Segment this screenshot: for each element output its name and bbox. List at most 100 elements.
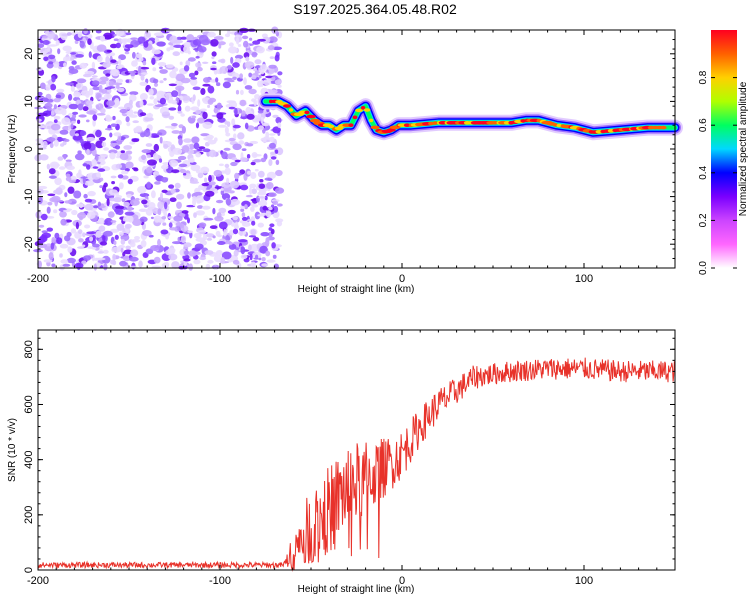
noise-speckle (187, 230, 194, 234)
noise-speckle (63, 62, 67, 68)
noise-speckle (170, 188, 176, 194)
noise-speckle (114, 208, 122, 213)
x-tick-label: -200 (27, 273, 49, 285)
noise-speckle (150, 216, 154, 220)
noise-speckle (206, 237, 213, 241)
noise-speckle (37, 43, 45, 48)
noise-speckle (146, 166, 153, 174)
noise-speckle (37, 197, 43, 204)
noise-speckle (275, 169, 283, 177)
noise-speckle (270, 151, 276, 155)
noise-speckle (260, 212, 268, 216)
noise-speckle (244, 85, 253, 90)
noise-speckle (64, 192, 68, 198)
noise-speckle (232, 76, 237, 81)
noise-speckle (245, 56, 250, 62)
noise-speckle (77, 31, 83, 38)
noise-speckle (70, 52, 77, 55)
y-tick-label: 10 (23, 95, 35, 107)
colorbar: 0.0 0.2 0.4 0.6 0.8 Normalized spectral ampl… (698, 30, 749, 275)
noise-speckle (239, 109, 242, 114)
ridge-peak (283, 104, 291, 108)
noise-speckle (221, 151, 228, 160)
noise-speckle (265, 131, 270, 138)
noise-speckle (91, 80, 100, 86)
noise-speckle (43, 259, 53, 263)
noise-speckle (61, 108, 67, 116)
noise-speckle (78, 169, 82, 175)
noise-speckle (75, 221, 79, 230)
noise-speckle (48, 175, 57, 179)
noise-speckle (79, 138, 84, 144)
noise-speckle (197, 67, 203, 72)
noise-speckle (86, 110, 97, 115)
ridge-peak (369, 118, 374, 123)
noise-speckle (111, 246, 121, 253)
noise-speckle (123, 145, 133, 150)
noise-speckle (181, 95, 191, 101)
noise-speckle (193, 232, 202, 239)
noise-speckle (107, 211, 115, 218)
noise-speckle (192, 198, 197, 207)
noise-speckle (183, 65, 190, 72)
noise-speckle (181, 210, 189, 214)
noise-speckle (270, 156, 277, 160)
noise-speckle (225, 104, 233, 108)
noise-speckle (239, 157, 248, 163)
noise-speckle (197, 205, 203, 209)
noise-speckle (46, 163, 51, 170)
noise-speckle (254, 59, 262, 65)
x-tick-label: 0 (399, 575, 405, 587)
noise-speckle (195, 109, 202, 115)
noise-speckle (163, 143, 169, 149)
noise-speckle (51, 75, 56, 83)
noise-speckle (187, 57, 196, 62)
noise-speckle (95, 230, 102, 238)
noise-speckle (77, 229, 83, 235)
noise-speckle (187, 217, 190, 224)
noise-speckle (149, 96, 155, 100)
noise-speckle (96, 55, 103, 63)
noise-speckle (120, 239, 126, 245)
noise-speckle (46, 137, 56, 142)
noise-speckle (50, 123, 61, 131)
noise-speckle (224, 126, 229, 134)
noise-speckle (37, 185, 48, 190)
noise-speckle (60, 218, 67, 226)
noise-speckle (274, 149, 279, 154)
noise-speckle (193, 259, 201, 265)
noise-speckle (65, 173, 71, 178)
noise-speckle (181, 126, 186, 134)
noise-speckle (56, 88, 65, 93)
noise-speckle (51, 195, 61, 202)
noise-speckle (186, 204, 196, 208)
noise-speckle (207, 259, 214, 264)
noise-speckle (214, 215, 224, 222)
noise-speckle (89, 236, 94, 242)
noise-speckle (139, 100, 144, 108)
noise-speckle (196, 200, 201, 204)
noise-speckle (48, 252, 54, 261)
x-tick-label: 100 (575, 273, 593, 285)
noise-speckle (240, 89, 244, 96)
noise-speckle (67, 246, 73, 253)
noise-speckle (252, 237, 260, 242)
noise-speckle (171, 90, 179, 98)
noise-speckle (216, 82, 221, 87)
noise-speckle (235, 34, 242, 38)
noise-speckle (237, 44, 242, 47)
noise-speckle (109, 189, 118, 196)
noise-speckle (268, 206, 273, 211)
noise-speckle (247, 170, 252, 175)
ridge-peak (432, 121, 438, 125)
noise-speckle (79, 40, 85, 48)
noise-speckle (73, 190, 82, 199)
noise-speckle (239, 99, 247, 107)
snr-panel: -200 -100 0 100 0 200 400 600 800 Height of stra… (7, 329, 676, 595)
ridge-peak (363, 108, 371, 112)
noise-speckle (274, 187, 285, 194)
noise-speckle (137, 186, 147, 194)
noise-speckle (268, 159, 273, 166)
noise-speckle (269, 56, 275, 59)
